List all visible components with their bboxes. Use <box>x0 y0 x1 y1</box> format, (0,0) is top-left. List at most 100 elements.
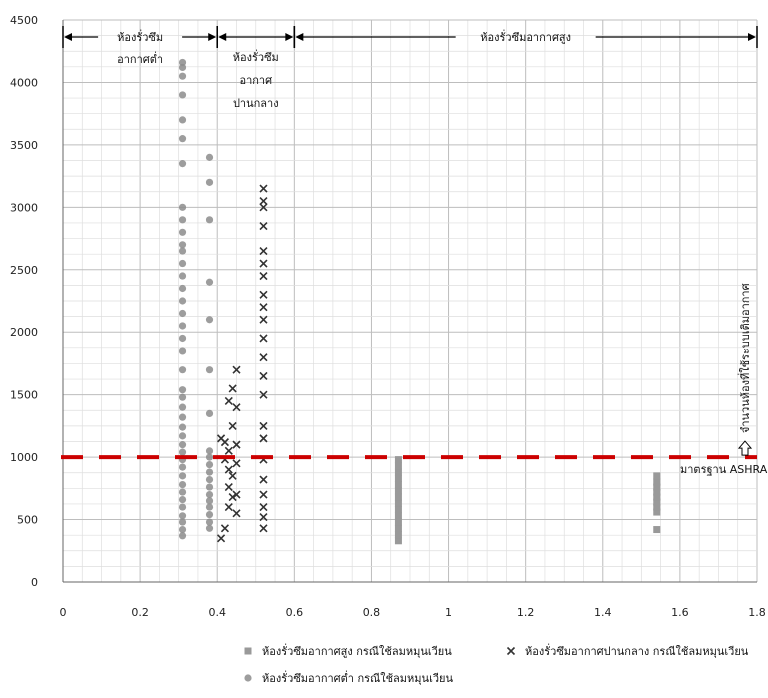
data-point <box>178 512 187 520</box>
data-point <box>178 322 187 330</box>
data-point <box>394 487 402 495</box>
data-point <box>224 446 233 455</box>
data-point <box>178 518 187 526</box>
data-point <box>205 524 214 532</box>
data-point <box>178 259 187 268</box>
data-point <box>653 498 661 506</box>
region-arrow-right <box>285 33 294 41</box>
data-point <box>259 303 268 312</box>
data-point <box>205 510 214 519</box>
data-point <box>228 493 237 502</box>
data-point <box>205 483 214 491</box>
data-point <box>205 468 214 476</box>
data-point <box>394 512 402 520</box>
data-point <box>178 309 187 318</box>
data-point <box>178 423 187 431</box>
data-point <box>232 440 241 449</box>
data-point <box>232 509 241 518</box>
data-point <box>228 471 237 480</box>
data-point <box>394 506 402 514</box>
region-label: ห้องรั่วซึมอากาศสูง <box>480 29 571 44</box>
data-point <box>205 178 214 186</box>
data-point <box>178 297 187 305</box>
threshold-annotation: มาตรฐาน ASHRAE จำนวนห้องที่ใช้ระบบเติมอาก… <box>61 283 768 476</box>
data-point <box>205 453 214 461</box>
data-point <box>178 228 187 236</box>
data-point <box>259 475 268 484</box>
data-point <box>394 499 402 507</box>
data-point <box>224 465 233 474</box>
data-point <box>224 396 233 405</box>
data-point <box>205 409 214 417</box>
data-point <box>178 525 187 534</box>
data-point <box>178 347 187 355</box>
data-point <box>178 241 187 249</box>
data-point <box>653 508 661 516</box>
data-point <box>205 490 214 499</box>
region-annotations: ห้องรั่วซึมอากาศต่ำ ห้องรั่วซึมอากาศปานกล… <box>62 26 758 110</box>
data-point <box>220 438 229 447</box>
data-point <box>178 488 187 496</box>
data-point <box>653 478 661 486</box>
data-point <box>205 497 214 505</box>
up-arrow-icon <box>737 440 753 456</box>
data-point <box>178 366 187 374</box>
data-point <box>205 518 214 526</box>
data-point <box>394 456 402 464</box>
y-tick-label: 2000 <box>10 326 38 339</box>
data-point <box>178 72 187 80</box>
data-point <box>259 246 268 256</box>
data-point <box>224 483 233 492</box>
data-point <box>259 434 268 443</box>
data-point <box>205 278 214 286</box>
data-point <box>205 316 214 324</box>
data-point <box>259 222 268 231</box>
x-tick-label: 1.2 <box>517 606 535 619</box>
data-point <box>653 483 661 491</box>
y-tick-label: 2500 <box>10 264 38 277</box>
data-point <box>178 495 187 504</box>
data-point <box>178 480 187 489</box>
data-point <box>178 247 187 255</box>
data-point <box>259 334 268 343</box>
y-tick-label: 1500 <box>10 389 38 402</box>
data-point <box>259 184 268 193</box>
data-point <box>394 537 402 545</box>
data-point <box>205 366 214 374</box>
region-arrow-left <box>295 33 304 41</box>
data-point <box>394 474 402 482</box>
legend-marker <box>506 646 516 656</box>
data-point <box>220 524 229 533</box>
x-tick-label: 1.6 <box>671 606 689 619</box>
data-point <box>653 488 661 496</box>
data-point <box>259 259 268 268</box>
data-point <box>394 518 402 526</box>
data-point <box>259 353 268 362</box>
x-tick-label: 1.8 <box>748 606 766 619</box>
data-point <box>178 63 187 72</box>
data-point <box>259 371 268 380</box>
region-arrow-left <box>64 33 72 41</box>
data-point <box>178 448 187 456</box>
region-label: ห้องรั่วซึม <box>233 49 279 64</box>
x-tick-label: 0.4 <box>208 606 226 619</box>
threshold-vertical-note: จำนวนห้องที่ใช้ระบบเติมอากาศ <box>737 283 752 433</box>
data-point <box>178 135 187 143</box>
data-point <box>394 468 402 476</box>
data-point <box>259 512 268 522</box>
region-arrow-right <box>748 33 756 41</box>
y-tick-label: 500 <box>17 514 38 527</box>
data-point <box>394 462 402 470</box>
data-point <box>232 403 241 412</box>
data-point <box>178 532 187 540</box>
data-point <box>259 503 268 512</box>
axes: 0 0.2 0.4 0.6 0.8 1 1.2 1.4 1.6 1.8 0 500 1000 1500 20… <box>10 14 766 619</box>
data-point <box>178 116 187 124</box>
data-point <box>178 393 187 401</box>
data-point <box>228 384 237 393</box>
region-arrow-right <box>208 33 217 41</box>
x-tick-label: 1 <box>445 606 452 619</box>
data-point <box>178 403 187 411</box>
data-point <box>653 526 661 534</box>
